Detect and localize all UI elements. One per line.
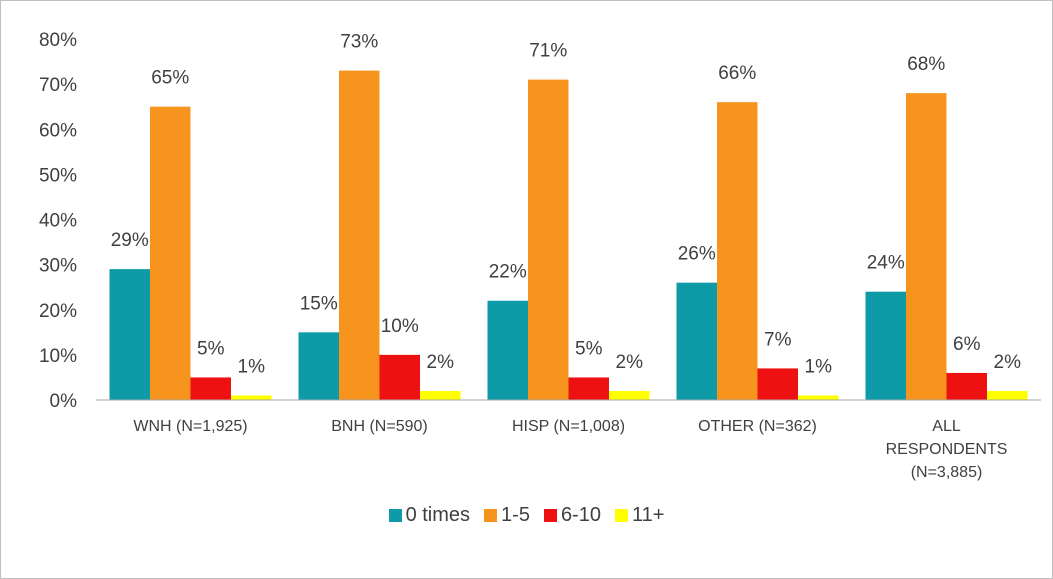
value-label: 15% — [300, 293, 338, 314]
value-label: 22% — [489, 262, 527, 283]
legend-label: 6-10 — [560, 504, 601, 526]
bar — [987, 390, 1028, 400]
bar — [339, 70, 380, 401]
bar — [757, 368, 798, 400]
value-label: 5% — [575, 338, 603, 359]
legend-label: 1-5 — [501, 504, 530, 526]
value-label: 5% — [197, 338, 225, 359]
y-tick-label: 10% — [39, 346, 77, 367]
legend-item: 11+ — [614, 504, 665, 527]
legend: 0 times 1-5 6-10 11+ — [1, 504, 1052, 527]
bar — [190, 377, 231, 400]
y-tick-label: 40% — [39, 211, 77, 232]
value-label: 65% — [151, 68, 189, 89]
bar — [487, 300, 528, 400]
bar — [946, 372, 987, 400]
y-tick-label: 20% — [39, 301, 77, 322]
bar — [379, 354, 420, 400]
bar — [717, 102, 758, 401]
value-label: 1% — [805, 357, 833, 378]
legend-item: 6-10 — [543, 504, 601, 527]
value-label: 10% — [381, 316, 419, 337]
legend-label: 0 times — [405, 504, 471, 526]
y-tick-label: 0% — [50, 391, 78, 412]
bar — [298, 332, 339, 400]
legend-swatch — [614, 509, 628, 522]
bar — [798, 395, 839, 400]
value-label: 26% — [678, 244, 716, 265]
bar — [150, 106, 191, 400]
y-tick-label: 50% — [39, 165, 77, 186]
x-tick-label: WNH (N=1,925) — [133, 418, 248, 435]
value-label: 29% — [111, 230, 149, 251]
value-label: 73% — [340, 32, 378, 53]
bar — [420, 390, 461, 400]
value-label: 6% — [953, 334, 981, 355]
legend-swatch — [388, 509, 402, 522]
legend-label: 11+ — [631, 504, 665, 526]
value-label: 1% — [238, 357, 266, 378]
bar — [568, 377, 609, 400]
bar — [906, 93, 947, 401]
legend-item: 1-5 — [484, 504, 530, 527]
bar — [865, 291, 906, 400]
bar — [528, 79, 569, 401]
value-label: 7% — [764, 329, 792, 350]
x-tick-label: BNH (N=590) — [331, 418, 428, 435]
value-label: 2% — [994, 352, 1022, 373]
y-tick-label: 60% — [39, 120, 77, 141]
bar — [676, 282, 717, 400]
x-tick-label: OTHER (N=362) — [698, 418, 817, 435]
x-tick-label: ALL RESPONDENTS (N=3,885) — [885, 418, 1008, 481]
legend-item: 0 times — [388, 504, 471, 527]
legend-swatch — [543, 509, 557, 522]
legend-swatch — [484, 509, 498, 522]
value-label: 24% — [867, 253, 905, 274]
bar — [231, 395, 272, 400]
x-tick-label: HISP (N=1,008) — [511, 418, 626, 435]
value-label: 68% — [907, 54, 945, 75]
y-tick-label: 80% — [39, 30, 77, 51]
value-label: 2% — [616, 352, 644, 373]
y-tick-label: 70% — [39, 75, 77, 96]
value-label: 66% — [718, 63, 756, 84]
value-label: 71% — [529, 41, 567, 62]
y-tick-label: 30% — [39, 256, 77, 277]
bar — [109, 269, 150, 400]
bar — [609, 390, 650, 400]
value-label: 2% — [427, 352, 455, 373]
